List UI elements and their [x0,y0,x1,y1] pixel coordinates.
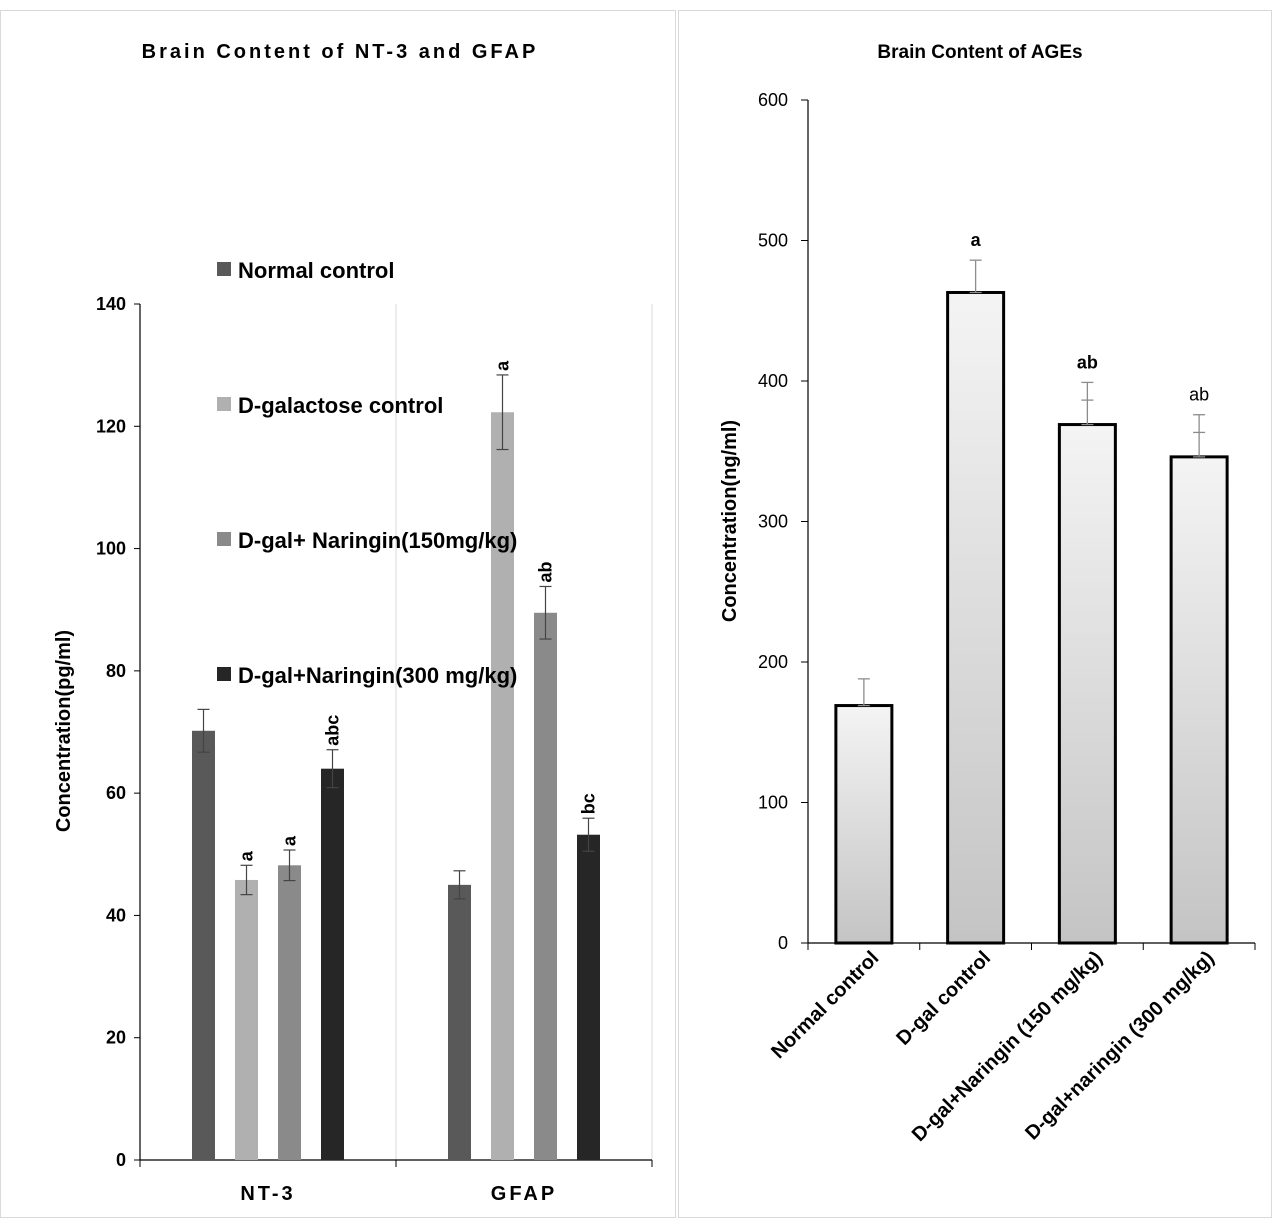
left-chart-title: Brain Content of NT-3 and GFAP [142,41,539,63]
left-x-category-label: NT-3 [240,1183,295,1205]
left-x-category-label: GFAP [491,1183,557,1205]
left-legend-label: D-gal+Naringin(300 mg/kg) [238,663,517,688]
left-legend-label: D-galactose control [238,393,443,418]
left-significance-label: ab [536,561,556,582]
right-y-tick-label: 0 [778,933,788,953]
left-bar [448,884,471,1160]
ages-chart: Brain Content of AGEs Concentration(ng/m… [719,42,1256,1146]
left-legend-label: D-gal+ Naringin(150mg/kg) [238,528,517,553]
left-significance-label: a [280,835,300,846]
right-bar [834,704,894,945]
left-bars: a a a ab abc bc [192,360,600,1160]
left-significance-label: bc [579,793,599,814]
left-significance-label: a [237,850,257,861]
left-y-tick-label: 40 [106,905,126,925]
left-axes: 0 20 40 60 80 100 120 140 NT-3 GFAP [96,294,653,1205]
left-y-tick-label: 100 [96,539,126,559]
left-y-tick-label: 20 [106,1028,126,1048]
left-y-tick-label: 120 [96,416,126,436]
left-legend: Normal control D-galactose control D-gal+ … [217,258,517,688]
right-significance-label: ab [1077,352,1098,372]
left-bar [577,834,600,1160]
right-x-category-label: D-gal+Naringin (150 mg/kg) [908,947,1107,1146]
left-significance-label: abc [323,715,343,746]
right-bars: a ab ab [834,230,1229,945]
left-y-tick-label: 60 [106,783,126,803]
right-bar [946,290,1006,945]
left-y-axis-label: Concentration(pg/ml) [53,630,75,832]
right-y-tick-label: 500 [758,231,788,251]
right-significance-label: a [971,230,982,250]
right-y-tick-label: 400 [758,371,788,391]
right-x-category-label: D-gal control [892,947,995,1050]
left-bar [534,612,557,1160]
right-x-category-label: D-gal+naringin (300 mg/kg) [1021,947,1218,1144]
left-legend-swatch [217,667,231,681]
left-bar [278,865,301,1160]
right-chart-title: Brain Content of AGEs [877,42,1082,63]
right-y-tick-label: 600 [758,90,788,110]
left-bar [235,879,258,1160]
right-bar [1169,455,1229,945]
left-significance-label: a [493,360,513,371]
left-legend-swatch [217,262,231,276]
left-bar [192,730,215,1160]
right-significance-label: ab [1189,385,1209,405]
left-y-tick-label: 80 [106,661,126,681]
right-y-tick-label: 100 [758,793,788,813]
left-y-tick-label: 0 [116,1150,126,1170]
left-y-tick-label: 140 [96,294,126,314]
left-bar [491,412,514,1160]
left-legend-label: Normal control [238,258,394,283]
right-y-tick-label: 300 [758,512,788,532]
right-x-category-label: Normal control [767,947,883,1063]
right-y-tick-label: 200 [758,652,788,672]
left-bar [321,768,344,1160]
nt3-gfap-chart: Brain Content of NT-3 and GFAP Concentra… [53,41,653,1205]
left-legend-swatch [217,397,231,411]
right-y-axis-label: Concentration(ng/ml) [719,420,741,622]
left-legend-swatch [217,532,231,546]
right-bar [1057,423,1117,945]
